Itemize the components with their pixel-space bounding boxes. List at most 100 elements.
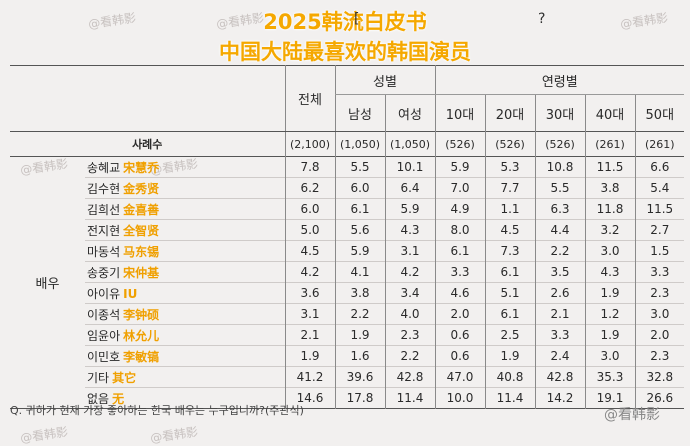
value-cell: 47.0 bbox=[434, 366, 486, 388]
value-total: 41.2 bbox=[284, 366, 335, 388]
actor-name-kr: 송혜교 bbox=[87, 160, 121, 175]
value-cell: 5.5 bbox=[534, 177, 586, 199]
actor-name-cell: 이종석 李钟硕 bbox=[85, 303, 285, 325]
actor-name-cn: 宋慧乔 bbox=[123, 160, 160, 175]
col-header: 50대 bbox=[634, 94, 685, 132]
value-cell: 1.9 bbox=[584, 324, 636, 346]
value-cell: 2.0 bbox=[634, 324, 685, 346]
actor-name-cn: 其它 bbox=[112, 370, 137, 385]
value-cell: 2.7 bbox=[634, 219, 685, 241]
value-cell: 6.1 bbox=[484, 261, 536, 283]
value-cell: 10.1 bbox=[384, 156, 436, 178]
value-cell: 6.1 bbox=[484, 303, 536, 325]
actor-name-cell: 전지현 全智贤 bbox=[85, 219, 285, 241]
watermark: @看韩影 bbox=[19, 424, 69, 446]
value-cell: 2.0 bbox=[434, 303, 486, 325]
actor-name-cell: 이민호 李敏镐 bbox=[85, 345, 285, 367]
value-cell: 6.1 bbox=[434, 240, 486, 262]
actor-name-cn: 李敏镐 bbox=[123, 349, 160, 364]
actor-name-cn: 马东锡 bbox=[123, 244, 160, 259]
value-total: 4.5 bbox=[284, 240, 335, 262]
table-row: 마동석 马东锡 4.5 5.9 3.1 6.1 7.3 2.2 3.0 1.5 bbox=[10, 240, 685, 262]
value-cell: 5.4 bbox=[634, 177, 685, 199]
sample-size-value: (526) bbox=[434, 131, 486, 157]
actor-name-cell: 없음 无 bbox=[85, 387, 285, 409]
value-cell: 3.0 bbox=[584, 240, 636, 262]
survey-table: 전체 성별 연령별 남성 여성 10대 20대 30대 40대 50대 사례수 (2,100… bbox=[10, 65, 685, 409]
title-bracket: [ bbox=[354, 11, 360, 27]
actor-name-cell: 아이유 IU bbox=[85, 282, 285, 304]
value-cell: 8.0 bbox=[434, 219, 486, 241]
value-cell: 1.5 bbox=[634, 240, 685, 262]
sample-size-value: (1,050) bbox=[384, 131, 436, 157]
value-total: 2.1 bbox=[284, 324, 335, 346]
actor-name-kr: 기타 bbox=[87, 370, 110, 385]
value-cell: 11.5 bbox=[634, 198, 685, 220]
table-row: 임윤아 林允儿 2.1 1.9 2.3 0.6 2.5 3.3 1.9 2.0 bbox=[10, 324, 685, 346]
value-total: 6.2 bbox=[284, 177, 335, 199]
col-header-total: 전체 bbox=[284, 65, 335, 132]
sample-size-value: (1,050) bbox=[334, 131, 385, 157]
value-cell: 2.2 bbox=[334, 303, 385, 325]
value-cell: 2.4 bbox=[534, 345, 586, 367]
footnote: Q. 귀하가 현재 가장 좋아하는 한국 배우는 누구입니까?(주관식) bbox=[10, 404, 304, 417]
actor-name-kr: 전지현 bbox=[87, 223, 121, 238]
actor-name-cn: 林允儿 bbox=[123, 328, 160, 343]
table-row: 전지현 全智贤 5.0 5.6 4.3 8.0 4.5 4.4 3.2 2.7 bbox=[10, 219, 685, 241]
value-cell: 5.9 bbox=[384, 198, 436, 220]
value-cell: 5.3 bbox=[484, 156, 536, 178]
value-cell: 11.4 bbox=[484, 387, 536, 409]
value-cell: 4.6 bbox=[434, 282, 486, 304]
col-header: 10대 bbox=[434, 94, 486, 132]
value-cell: 3.3 bbox=[534, 324, 586, 346]
value-cell: 1.2 bbox=[584, 303, 636, 325]
actor-name-cn: 无 bbox=[112, 391, 125, 406]
actor-name-cn: 金秀贤 bbox=[123, 181, 160, 196]
table-row: 배우 송혜교 宋慧乔 7.8 5.5 10.1 5.9 5.3 10.8 11.5 6.6 bbox=[10, 156, 685, 409]
table-row: 김수현 金秀贤 6.2 6.0 6.4 7.0 7.7 5.5 3.8 5.4 bbox=[10, 177, 685, 199]
value-cell: 3.0 bbox=[584, 345, 636, 367]
actor-name-kr: 마동석 bbox=[87, 244, 121, 259]
actor-name-kr: 이종석 bbox=[87, 307, 121, 322]
actor-name-cn: 宋仲基 bbox=[123, 265, 160, 280]
value-cell: 0.6 bbox=[434, 324, 486, 346]
actor-name-kr: 임윤아 bbox=[87, 328, 121, 343]
value-cell: 39.6 bbox=[334, 366, 385, 388]
sample-size-value: (261) bbox=[584, 131, 636, 157]
title-qmark: ? bbox=[538, 11, 546, 27]
value-cell: 6.1 bbox=[334, 198, 385, 220]
actor-name-kr: 김수현 bbox=[87, 181, 121, 196]
value-cell: 1.9 bbox=[334, 324, 385, 346]
value-cell: 3.5 bbox=[534, 261, 586, 283]
value-cell: 7.3 bbox=[484, 240, 536, 262]
actor-name-kr: 없음 bbox=[87, 391, 110, 406]
actor-name-cell: 마동석 马东锡 bbox=[85, 240, 285, 262]
col-header: 여성 bbox=[384, 94, 436, 132]
sample-size-total: (2,100) bbox=[284, 131, 335, 157]
actor-name-cell: 임윤아 林允儿 bbox=[85, 324, 285, 346]
value-cell: 26.6 bbox=[634, 387, 685, 409]
value-cell: 11.4 bbox=[384, 387, 436, 409]
sample-size-value: (526) bbox=[484, 131, 536, 157]
value-cell: 17.8 bbox=[334, 387, 385, 409]
group-header-gender: 성별 bbox=[334, 65, 436, 95]
value-total: 5.0 bbox=[284, 219, 335, 241]
value-cell: 11.5 bbox=[584, 156, 636, 178]
value-cell: 4.0 bbox=[384, 303, 436, 325]
value-cell: 3.8 bbox=[334, 282, 385, 304]
value-cell: 10.8 bbox=[534, 156, 586, 178]
table-row: 기타 其它 41.2 39.6 42.8 47.0 40.8 42.8 35.3 32.8 bbox=[10, 366, 685, 388]
value-cell: 2.3 bbox=[634, 282, 685, 304]
actor-name-kr: 김희선 bbox=[87, 202, 121, 217]
actor-name-kr: 아이유 bbox=[87, 286, 121, 301]
actor-name-cell: 기타 其它 bbox=[85, 366, 285, 388]
value-total: 7.8 bbox=[284, 156, 335, 178]
value-total: 3.6 bbox=[284, 282, 335, 304]
value-cell: 1.9 bbox=[584, 282, 636, 304]
brand-watermark: @看韩影 bbox=[604, 407, 660, 423]
value-cell: 4.1 bbox=[334, 261, 385, 283]
value-cell: 1.6 bbox=[334, 345, 385, 367]
value-cell: 2.5 bbox=[484, 324, 536, 346]
actor-name-cn: 金喜善 bbox=[123, 202, 160, 217]
value-cell: 2.2 bbox=[534, 240, 586, 262]
